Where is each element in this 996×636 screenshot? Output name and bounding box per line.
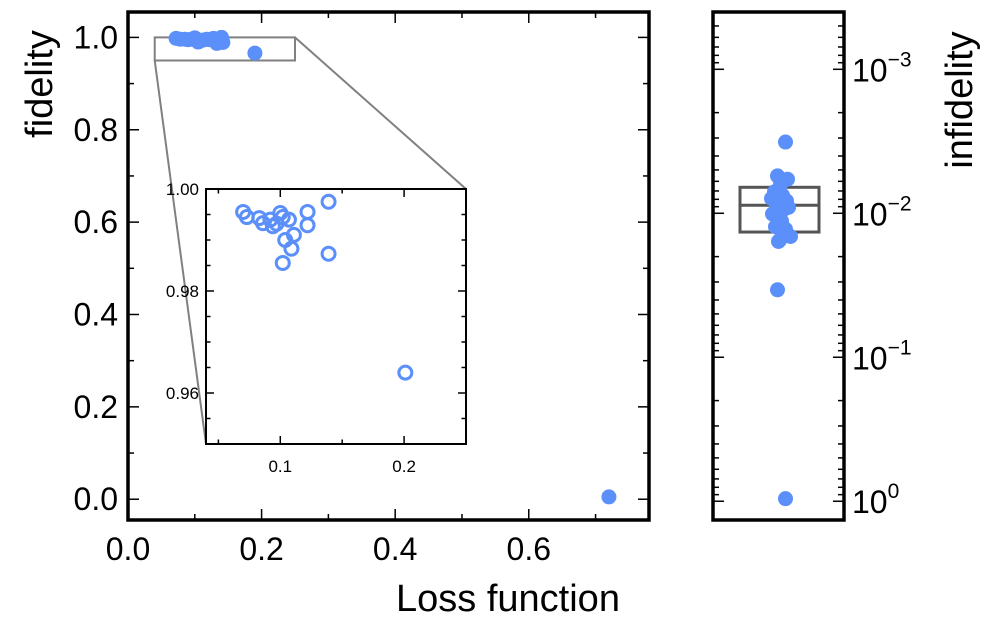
inset-data-point: [274, 254, 291, 271]
inset-frame: [205, 188, 467, 445]
side-frame: [711, 10, 846, 522]
side-data-point: [778, 491, 793, 507]
side-ticks: [713, 11, 844, 502]
main-x-tick-label: 0.6: [507, 531, 551, 567]
side-y-tick-label: 10−2: [852, 192, 912, 232]
inset-data-point: [285, 226, 302, 243]
side-data-point: [770, 282, 785, 298]
main-panel: 0.0 0.2 0.4 0.6 0.0 0.2 0.4 0.6 0.8 1.0 Loss func…: [19, 10, 651, 620]
main-x-tick-label: 0.0: [106, 531, 150, 567]
main-data-point: [215, 34, 231, 50]
inset-points: [235, 193, 414, 381]
main-data-point: [247, 45, 263, 61]
inset-data-point: [320, 245, 337, 262]
side-panel: 10−3 10−2 10−1 100 infidelity: [711, 10, 981, 522]
zoom-connector-left: [153, 60, 207, 445]
main-y-tick-label: 1.0: [74, 19, 118, 55]
main-x-tick-label: 0.4: [373, 531, 417, 567]
side-y-tick-label: 100: [852, 480, 899, 520]
main-data-point: [601, 489, 617, 505]
main-y-tick-label: 0.4: [74, 296, 118, 332]
inset-data-point: [280, 211, 297, 228]
zoom-connector-right: [294, 36, 467, 190]
main-tick-labels: 0.0 0.2 0.4 0.6 0.0 0.2 0.4 0.6 0.8 1.0: [74, 19, 551, 567]
inset-y-tick-label: 0.98: [166, 282, 199, 301]
side-y-tick-label: 10−3: [852, 48, 912, 88]
main-points: [168, 29, 617, 505]
inset-frame-outline: [205, 188, 467, 445]
inset-tick-labels: 0.1 0.2 0.96 0.98 1.00: [166, 180, 416, 476]
side-tick-labels: 10−3 10−2 10−1 100: [852, 48, 912, 520]
side-data-point: [778, 134, 793, 150]
inset-x-tick-label: 0.2: [392, 457, 416, 476]
inset-y-tick-label: 1.00: [166, 180, 199, 199]
inset-y-tick-label: 0.96: [166, 384, 199, 403]
side-points: [764, 134, 798, 507]
main-y-tick-label: 0.8: [74, 112, 118, 148]
inset-data-point: [397, 364, 414, 381]
side-y-tick-label: 10−1: [852, 336, 912, 376]
inset-data-point: [320, 193, 337, 210]
main-y-tick-label: 0.6: [74, 204, 118, 240]
main-xlabel: Loss function: [396, 578, 620, 620]
side-ylabel: infidelity: [939, 31, 981, 168]
main-y-tick-label: 0.0: [74, 481, 118, 517]
inset-data-point: [299, 217, 316, 234]
main-frame: [126, 10, 651, 522]
main-x-tick-label: 0.2: [239, 531, 283, 567]
inset-panel: 0.1 0.2 0.96 0.98 1.00: [166, 180, 467, 476]
side-data-point: [771, 233, 786, 249]
main-ylabel: fidelity: [19, 30, 61, 138]
main-y-tick-label: 0.2: [74, 389, 118, 425]
inset-x-tick-label: 0.1: [268, 457, 292, 476]
